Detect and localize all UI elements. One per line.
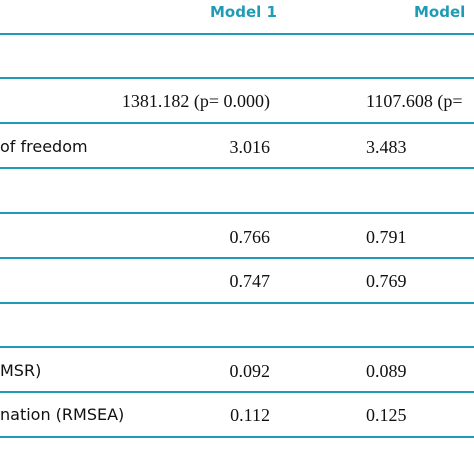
row-divider [0, 257, 474, 259]
model-2-value: 1107.608 (p= [366, 91, 463, 111]
model-2-value: 3.483 [366, 137, 407, 157]
model-2-value: 0.769 [366, 271, 407, 291]
row-divider [0, 77, 474, 79]
row-divider [0, 346, 474, 348]
model-1-value: 1381.182 (p= 0.000) [121, 91, 270, 111]
row-divider [0, 436, 474, 438]
row-divider [0, 122, 474, 124]
model-2-value: 0.125 [366, 405, 407, 425]
row-label: nation (RMSEA) [0, 405, 125, 424]
row-divider [0, 212, 474, 214]
model-1-value: 0.112 [230, 405, 270, 425]
row-divider [0, 391, 474, 393]
row-divider [0, 302, 474, 304]
model-2-value: 0.791 [366, 227, 407, 247]
row-label: of freedom [0, 137, 88, 156]
model-2-value: 0.089 [366, 361, 407, 381]
model-1-value: 0.766 [229, 227, 271, 247]
model-1-value: 0.092 [229, 361, 271, 381]
model-1-value: 3.016 [229, 137, 271, 157]
column-header-model-1: Model 1 [210, 3, 277, 21]
row-label: MSR) [0, 361, 42, 380]
column-header-model-2: Model [414, 3, 466, 21]
row-divider [0, 167, 474, 169]
model-1-value: 0.747 [229, 271, 271, 291]
row-divider [0, 33, 474, 35]
